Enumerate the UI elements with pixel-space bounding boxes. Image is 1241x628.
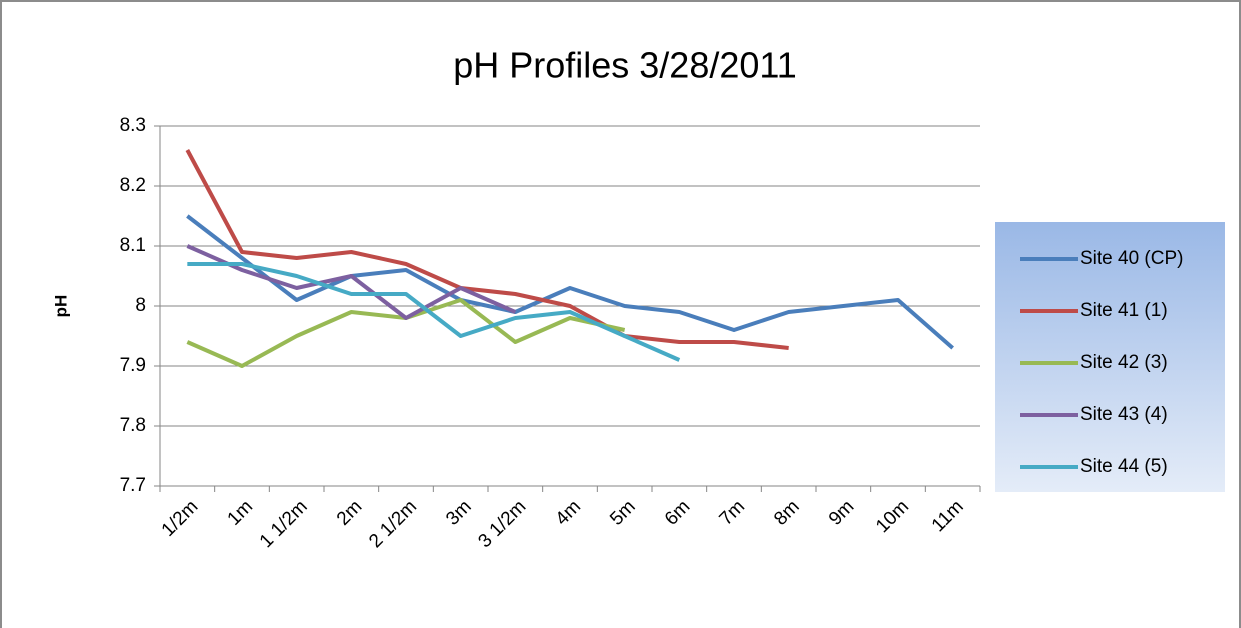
y-tick-label: 8.2 bbox=[120, 175, 146, 196]
y-tick-label: 8.3 bbox=[120, 115, 146, 136]
y-tick-label: 8 bbox=[135, 295, 146, 316]
legend-label: Site 42 (3) bbox=[1080, 352, 1168, 373]
legend-label: Site 43 (4) bbox=[1080, 404, 1168, 425]
legend-label: Site 41 (1) bbox=[1080, 300, 1168, 321]
series-line bbox=[185, 149, 789, 350]
legend-box bbox=[995, 222, 1225, 492]
y-tick-label: 7.8 bbox=[120, 415, 146, 436]
series-line bbox=[186, 244, 517, 320]
series-line bbox=[186, 214, 954, 350]
y-axis-label: pH bbox=[51, 295, 70, 318]
series-line bbox=[187, 262, 681, 362]
y-tick-label: 7.7 bbox=[120, 475, 146, 496]
legend-label: Site 40 (CP) bbox=[1080, 248, 1183, 269]
chart-title: pH Profiles 3/28/2011 bbox=[453, 45, 797, 86]
legend-label: Site 44 (5) bbox=[1080, 456, 1168, 477]
y-tick-label: 8.1 bbox=[120, 235, 146, 256]
y-tick-label: 7.9 bbox=[120, 355, 146, 376]
